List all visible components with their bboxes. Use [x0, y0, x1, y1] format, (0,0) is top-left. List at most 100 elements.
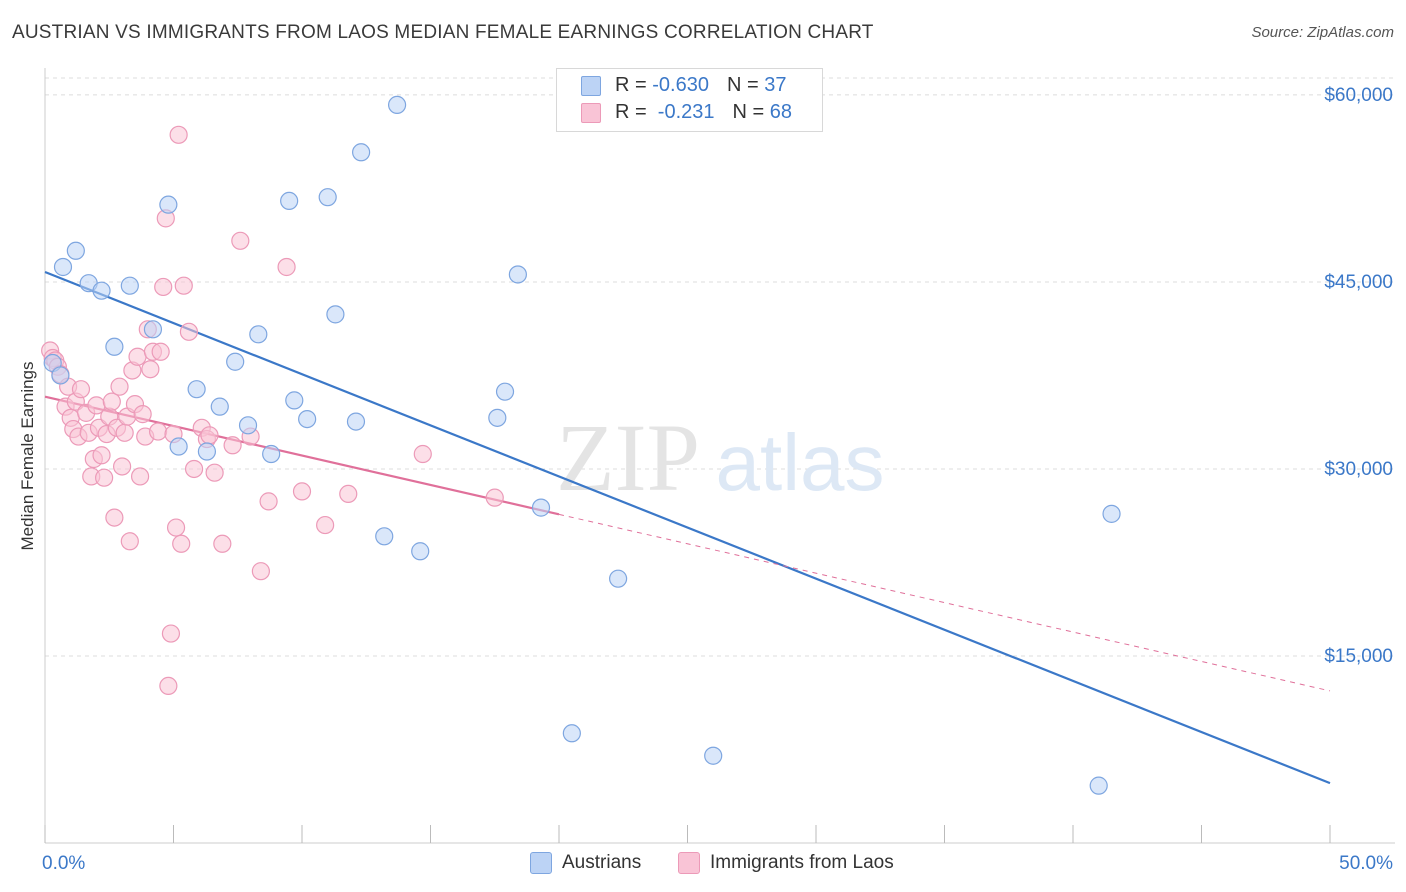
- y-tick-label: $15,000: [1324, 646, 1393, 667]
- point-laos: [172, 534, 191, 553]
- point-austrians: [285, 391, 304, 410]
- point-austrians: [210, 397, 229, 416]
- point-austrians: [609, 569, 628, 588]
- legend-swatch-blue: [581, 75, 601, 96]
- axes: [44, 68, 1395, 844]
- y-tick-label: $30,000: [1324, 459, 1393, 480]
- legend-swatch-pink: [581, 102, 601, 123]
- point-laos: [112, 457, 132, 476]
- point-austrians: [352, 143, 371, 162]
- point-laos: [148, 422, 168, 441]
- point-austrians: [411, 542, 430, 561]
- point-laos: [130, 467, 150, 486]
- point-laos: [120, 532, 139, 551]
- point-laos: [184, 459, 204, 479]
- point-austrians: [562, 724, 581, 743]
- point-laos: [292, 482, 312, 501]
- point-laos: [95, 468, 114, 487]
- point-laos: [166, 518, 186, 537]
- point-laos: [179, 322, 199, 341]
- bottom-legend-laos: Immigrants from Laos: [678, 852, 894, 874]
- point-laos: [128, 347, 147, 366]
- point-laos: [277, 257, 296, 277]
- point-austrians: [508, 265, 527, 284]
- bottom-legend-swatch-blue: [530, 852, 552, 874]
- point-austrians: [226, 352, 245, 371]
- legend-r-label: R =: [615, 74, 653, 96]
- point-laos: [223, 436, 242, 455]
- legend-r-label: R =: [615, 101, 653, 123]
- y-tick-label: $45,000: [1324, 272, 1393, 293]
- source-label: Source: ZipAtlas.com: [1251, 24, 1394, 41]
- point-austrians: [92, 281, 111, 300]
- point-laos: [339, 484, 358, 504]
- point-austrians: [105, 337, 124, 356]
- point-austrians: [298, 409, 317, 429]
- point-austrians: [346, 412, 366, 431]
- point-austrians: [169, 437, 188, 456]
- point-laos: [485, 488, 504, 507]
- grid-lines: [45, 77, 1395, 657]
- bottom-legend-austrians: Austrians: [530, 852, 641, 874]
- point-austrians: [197, 442, 217, 461]
- point-austrians: [326, 305, 345, 324]
- point-austrians: [51, 366, 70, 385]
- bottom-legend-label: Immigrants from Laos: [710, 852, 894, 874]
- point-austrians: [1102, 504, 1121, 523]
- point-austrians: [66, 241, 85, 260]
- point-austrians: [704, 746, 723, 765]
- legend-row-laos: R = -0.231 N = 68: [581, 101, 792, 125]
- point-laos: [133, 405, 152, 424]
- legend-n-value: 37: [764, 74, 787, 96]
- point-austrians: [280, 191, 299, 211]
- point-laos: [105, 508, 124, 527]
- point-austrians: [1089, 776, 1108, 795]
- point-austrians: [375, 527, 394, 546]
- point-laos: [316, 515, 335, 535]
- point-laos: [92, 446, 111, 465]
- watermark: ZIP atlas: [556, 404, 884, 511]
- legend-r-value: -0.630: [652, 74, 709, 96]
- point-laos: [159, 676, 178, 696]
- chart-title: AUSTRIAN VS IMMIGRANTS FROM LAOS MEDIAN …: [12, 22, 874, 43]
- point-austrians: [53, 257, 73, 277]
- x-tick-label: 50.0%: [1339, 853, 1393, 874]
- legend-n-label: N =: [732, 101, 770, 123]
- point-laos: [169, 125, 188, 144]
- y-tick-label: $60,000: [1324, 85, 1393, 106]
- point-laos: [102, 392, 121, 411]
- point-austrians: [187, 380, 206, 399]
- legend-r-value: -0.231: [652, 101, 715, 123]
- bottom-legend-label: Austrians: [562, 852, 642, 874]
- point-laos: [213, 534, 232, 553]
- legend-row-austrians: R = -0.630 N = 37: [581, 74, 786, 98]
- point-laos: [115, 423, 134, 442]
- point-laos: [200, 426, 219, 445]
- point-laos: [251, 562, 270, 581]
- point-laos: [259, 492, 278, 511]
- trend-line-austrians: [44, 270, 1331, 785]
- x-tick-label: 0.0%: [42, 853, 85, 874]
- point-laos: [154, 277, 173, 297]
- point-laos: [174, 276, 193, 295]
- point-austrians: [488, 408, 507, 427]
- point-austrians: [531, 498, 551, 517]
- point-laos: [110, 377, 129, 396]
- point-austrians: [238, 416, 258, 435]
- axis-labels: $15,000 $30,000 $45,000 $60,000 0.0% 50.0% Med…: [18, 85, 1393, 874]
- watermark-atlas: atlas: [716, 418, 885, 507]
- point-austrians: [120, 276, 139, 295]
- point-austrians: [249, 325, 268, 344]
- trend-lines: [44, 270, 1331, 785]
- point-austrians: [262, 444, 281, 464]
- correlation-legend: R = -0.630 N = 37 R = -0.231 N = 68: [556, 68, 823, 132]
- point-austrians: [495, 382, 515, 401]
- legend-n-label: N =: [726, 74, 765, 96]
- data-points: [41, 95, 1121, 795]
- point-laos: [141, 360, 160, 379]
- point-austrians: [159, 195, 178, 214]
- watermark-zip: ZIP: [556, 404, 700, 511]
- point-laos: [231, 231, 250, 250]
- point-laos: [205, 463, 224, 482]
